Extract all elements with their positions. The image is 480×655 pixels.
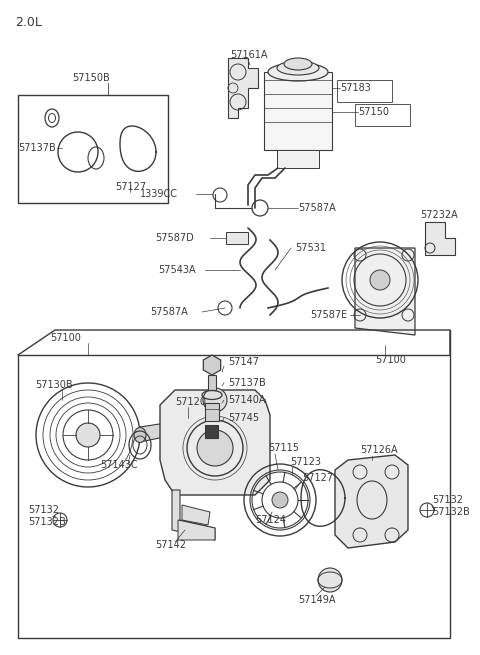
- Bar: [18, 95, 168, 203]
- Text: 57132: 57132: [432, 495, 463, 505]
- Circle shape: [76, 423, 100, 447]
- Circle shape: [203, 388, 227, 412]
- Text: 57745: 57745: [228, 413, 259, 423]
- Bar: [337, 80, 392, 102]
- Polygon shape: [335, 455, 408, 548]
- Text: 57543A: 57543A: [158, 265, 196, 275]
- Text: 57531: 57531: [295, 243, 326, 253]
- Text: 57132: 57132: [28, 505, 59, 515]
- Bar: [205, 425, 218, 438]
- Text: 57127: 57127: [115, 182, 146, 192]
- Text: 57137B: 57137B: [228, 378, 266, 388]
- Text: 57120: 57120: [175, 397, 206, 407]
- Bar: [264, 72, 332, 150]
- Bar: [355, 104, 410, 126]
- Circle shape: [370, 270, 390, 290]
- Text: 57147: 57147: [228, 357, 259, 367]
- Text: 57132B: 57132B: [432, 507, 470, 517]
- Text: 57183: 57183: [340, 83, 371, 93]
- Text: 57587A: 57587A: [298, 203, 336, 213]
- Text: 57232A: 57232A: [420, 210, 458, 220]
- Circle shape: [318, 568, 342, 592]
- Text: 57150B: 57150B: [72, 73, 110, 83]
- Polygon shape: [18, 355, 450, 638]
- Text: 57587D: 57587D: [155, 233, 194, 243]
- Ellipse shape: [268, 63, 328, 81]
- Polygon shape: [355, 248, 415, 335]
- Text: 57161A: 57161A: [230, 50, 267, 60]
- Text: 1339CC: 1339CC: [140, 189, 178, 199]
- Bar: [226, 232, 248, 244]
- Text: 57140A: 57140A: [228, 395, 265, 405]
- Text: 57115: 57115: [268, 443, 299, 453]
- Circle shape: [197, 430, 233, 466]
- Ellipse shape: [134, 428, 146, 443]
- Text: 2.0L: 2.0L: [15, 16, 42, 29]
- Bar: [205, 403, 219, 421]
- Ellipse shape: [277, 61, 319, 75]
- Text: 57132B: 57132B: [28, 517, 66, 527]
- Polygon shape: [172, 490, 215, 540]
- Polygon shape: [204, 355, 221, 375]
- Polygon shape: [140, 418, 198, 442]
- Ellipse shape: [284, 58, 312, 70]
- Polygon shape: [228, 58, 258, 118]
- Bar: [208, 375, 216, 390]
- Text: 57143C: 57143C: [100, 460, 138, 470]
- Polygon shape: [160, 390, 270, 495]
- Text: 57587A: 57587A: [150, 307, 188, 317]
- Polygon shape: [178, 520, 215, 540]
- Polygon shape: [425, 222, 455, 255]
- Polygon shape: [182, 505, 210, 525]
- Text: 57142: 57142: [155, 540, 186, 550]
- Circle shape: [272, 492, 288, 508]
- Text: 57149A: 57149A: [298, 595, 336, 605]
- Text: 57150: 57150: [358, 107, 389, 117]
- Text: 57123: 57123: [290, 457, 321, 467]
- Text: 57126A: 57126A: [360, 445, 397, 455]
- Text: 57127: 57127: [302, 473, 333, 483]
- Text: 57137B: 57137B: [18, 143, 56, 153]
- Text: 57130B: 57130B: [35, 380, 72, 390]
- Text: 57100: 57100: [375, 355, 406, 365]
- Text: 57587E: 57587E: [310, 310, 347, 320]
- Text: 57100: 57100: [50, 333, 81, 343]
- Text: 57124: 57124: [255, 515, 286, 525]
- Bar: [277, 150, 319, 168]
